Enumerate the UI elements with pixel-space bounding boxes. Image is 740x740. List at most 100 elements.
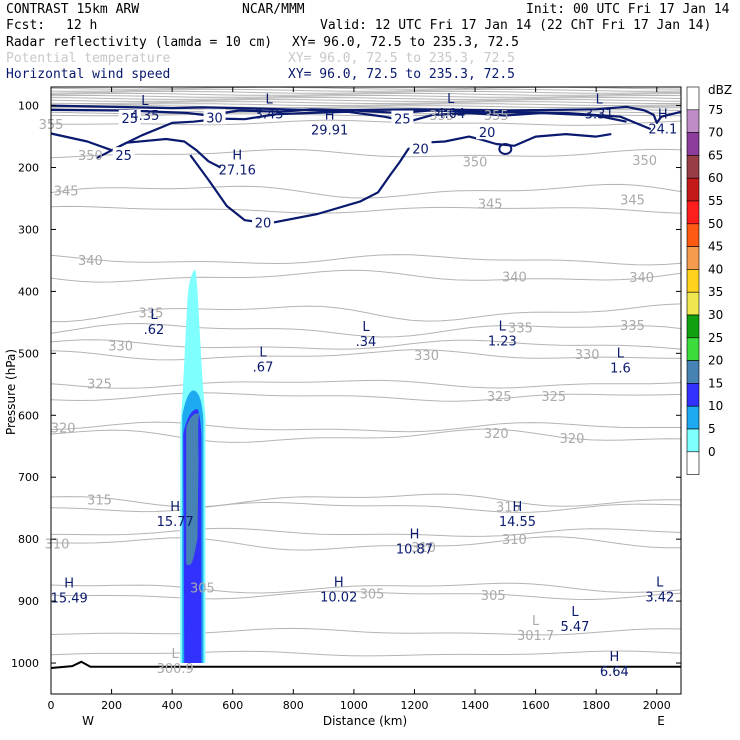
extremum-value: .34: [356, 335, 377, 350]
theta-isoline: [50, 536, 681, 551]
colorbar-unit: dBZ: [708, 83, 732, 97]
colorbar-swatch: [686, 291, 700, 316]
theta-label: 315: [87, 494, 112, 509]
ground-line-path: [50, 660, 681, 669]
theta-isoline-upper: [50, 90, 682, 94]
wind-speed-contour: [50, 110, 627, 152]
colorbar-swatch: [686, 109, 700, 133]
theta-label: 320: [484, 427, 509, 442]
extremum-value: .67: [253, 360, 274, 375]
theta-label: 330: [575, 348, 600, 363]
wind-speed-contour: [95, 137, 222, 169]
colorbar-label: 15: [708, 376, 723, 390]
y-tick-label: 200: [18, 162, 39, 175]
theta-isoline: [50, 493, 681, 508]
x-tick-label: 1000: [340, 699, 368, 712]
theta-isoline: [50, 421, 681, 433]
theta-label: 310: [411, 541, 436, 556]
colorbar-label: 25: [708, 331, 723, 345]
theta-label: 340: [502, 271, 527, 286]
wind-speed-label: 20: [255, 217, 272, 232]
theta-label: 335: [620, 319, 645, 334]
x-tick-label: 800: [283, 699, 304, 712]
high-marker: H: [609, 650, 619, 665]
theta-label: 310: [502, 533, 527, 548]
theta-isoline: [50, 428, 682, 443]
theta-label: 330: [108, 339, 133, 354]
theta-isoline-upper: [50, 99, 682, 102]
theta-label: 320: [560, 432, 585, 447]
theta-isoline: [50, 379, 682, 389]
theta-label: 320: [51, 422, 76, 437]
theta-isoline: [50, 627, 682, 636]
theta-label: 345: [478, 197, 503, 212]
x-axis-east-label: E: [657, 714, 665, 728]
low-marker: L: [656, 576, 664, 591]
theta-isoline: [50, 205, 682, 214]
theta-label: 340: [78, 254, 103, 269]
extremum-value: 3.31: [585, 108, 614, 123]
y-tick-label: 300: [18, 223, 39, 236]
header: CONTRAST 15km ARW NCAR/MMM Init: 00 UTC …: [6, 2, 730, 82]
extremum-value: 24.1: [648, 122, 677, 137]
x-tick-label: 2000: [643, 699, 671, 712]
extremum-value: 29.91: [311, 124, 348, 139]
wind-label-bg: [391, 110, 414, 126]
theta-isoline: [50, 269, 682, 283]
colorbar-label: 65: [708, 148, 723, 162]
y-tick-label: 900: [18, 595, 39, 608]
colorbar-label: 60: [708, 171, 723, 185]
theta-isoline: [50, 590, 682, 601]
low-marker: L: [499, 319, 507, 334]
wind-label-bg: [203, 109, 226, 125]
low-marker: L: [362, 320, 370, 335]
low-marker: L: [596, 93, 604, 108]
low-marker: L: [141, 94, 149, 109]
y-tick-label: 1000: [11, 657, 39, 670]
colorbar-swatch: [686, 200, 700, 225]
colorbar-label: 30: [708, 308, 723, 322]
colorbar-swatch-bottom: [686, 451, 700, 475]
colorbar-label: 20: [708, 354, 723, 368]
org-label: NCAR/MMM: [242, 2, 305, 17]
colorbar-label: 50: [708, 217, 723, 231]
theta-label: 350: [632, 154, 657, 169]
y-axis: 100 200 300 400 500 600 700 800 900 1000: [11, 100, 681, 670]
theta-isoline-upper: [50, 92, 682, 96]
y-tick-label: 700: [18, 471, 39, 484]
theta-isoline: [50, 392, 682, 402]
init-time: Init: 00 UTC Fri 17 Jan 14: [526, 2, 730, 17]
low-marker: L: [150, 308, 158, 323]
colorbar-swatch: [686, 246, 700, 270]
fcst-label: Fcst:: [6, 18, 45, 33]
extremum-value: 1.23: [488, 334, 517, 349]
extremum-value: 6.64: [600, 665, 629, 680]
low-marker: L: [447, 92, 455, 107]
theta-isoline: [50, 349, 682, 361]
wind-label-bg: [118, 109, 141, 125]
theta-isoline-upper: [50, 95, 682, 98]
wind-speed-label: 25: [115, 149, 132, 164]
theta-isoline-upper: [50, 111, 682, 115]
high-marker: H: [658, 107, 668, 122]
ground-line: [50, 660, 681, 669]
low-marker: L: [617, 347, 625, 362]
wind-label-bg: [476, 124, 499, 140]
theta-isoline: [50, 582, 682, 594]
y-tick-label: 800: [18, 533, 39, 546]
extremum-value: 3.45: [255, 108, 284, 123]
colorbar-label: 70: [708, 126, 723, 140]
colorbar-swatch: [686, 360, 700, 384]
theta-label: 325: [487, 390, 512, 405]
high-low-labels: L4.35L3.45L4.04L3.31H29.91H24.1H27.16L.6…: [51, 92, 678, 680]
theta-label: 345: [54, 184, 79, 199]
theta-label: 305: [360, 588, 385, 603]
colorbar-label: 45: [708, 240, 723, 254]
field-name-theta: Potential temperature: [6, 51, 171, 66]
wind-speed-contour: [50, 104, 682, 124]
theta-label: 340: [629, 271, 654, 286]
theta-isoline: [51, 303, 682, 323]
